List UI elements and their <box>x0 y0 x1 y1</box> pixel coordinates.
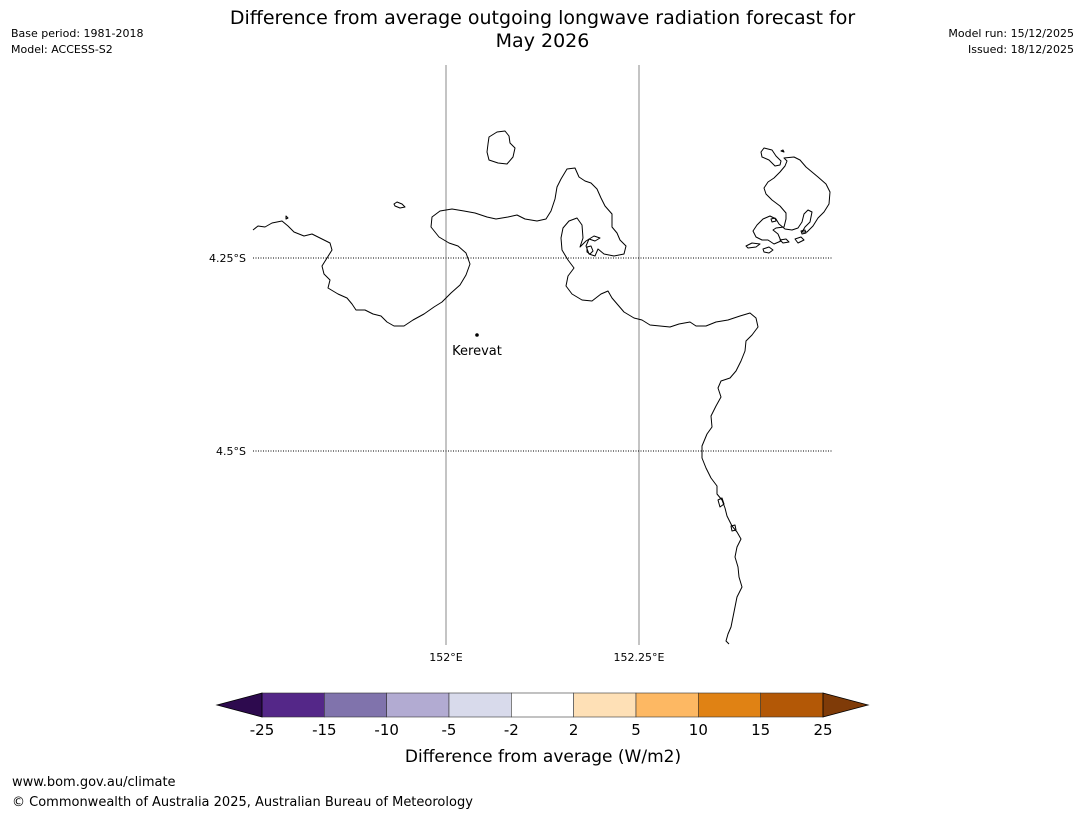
colorbar-bin <box>573 692 637 718</box>
lat-label-4-25: 4.25°S <box>209 252 246 265</box>
lat-label-4-5: 4.5°S <box>216 445 246 458</box>
colorbar-tick-label: -10 <box>374 721 399 739</box>
colorbar: -25 -15 -10 -5 -2 2 5 10 15 25 Difference from av… <box>215 692 870 767</box>
islet-east-3 <box>762 246 774 254</box>
issued-date: Issued: 18/12/2025 <box>967 43 1074 56</box>
lon-label-152-25: 152.25°E <box>614 651 665 664</box>
colorbar-tick-label: 10 <box>689 721 708 739</box>
colorbar-tick-label: 15 <box>751 721 770 739</box>
colorbar-tick-label: 25 <box>813 721 832 739</box>
islet-east-5 <box>794 236 805 244</box>
colorbar-tick-label: 5 <box>631 721 641 739</box>
footer-url: www.bom.gov.au/climate <box>12 775 176 790</box>
island-bay <box>586 245 594 255</box>
islet-far-west <box>285 215 289 220</box>
page-title: Difference from average outgoing longwav… <box>0 7 1085 53</box>
islet-east-7 <box>780 149 785 153</box>
islet-east-coast-1 <box>717 497 725 508</box>
colorbar-bins <box>261 692 824 718</box>
coastline <box>252 130 831 645</box>
colorbar-bin <box>511 692 574 718</box>
colorbar-label: Difference from average (W/m2) <box>405 747 681 767</box>
islet-east-coast-2 <box>730 524 737 532</box>
map-panel: 4.25°S 4.5°S 152°E 152.25°E Kerevat <box>209 65 832 664</box>
islet-east-6 <box>800 229 807 235</box>
colorbar-bin <box>261 692 325 718</box>
place-marker-dot <box>475 333 479 337</box>
island-east-main <box>752 156 831 245</box>
coastline-west <box>252 167 759 645</box>
islet-east-2 <box>745 242 761 249</box>
lon-label-152: 152°E <box>429 651 462 664</box>
colorbar-tick-label: -25 <box>250 721 275 739</box>
islet-east-4 <box>779 238 790 244</box>
colorbar-tick-label: -2 <box>504 721 519 739</box>
title-line-1: Difference from average outgoing longwav… <box>229 7 856 29</box>
place-label-kerevat: Kerevat <box>452 344 502 359</box>
model-name: Model: ACCESS-S2 <box>11 43 113 56</box>
model-run: Model run: 15/12/2025 <box>948 27 1074 40</box>
title-line-2: May 2026 <box>495 30 590 52</box>
footer-copyright: © Commonwealth of Australia 2025, Austra… <box>12 795 473 810</box>
island-north <box>486 130 516 165</box>
colorbar-bin <box>698 692 761 718</box>
base-period: Base period: 1981-2018 <box>11 27 144 40</box>
islet-east-1 <box>770 217 777 223</box>
header-meta-left: Base period: 1981-2018 Model: ACCESS-S2 <box>11 26 143 58</box>
colorbar-bin <box>448 692 512 718</box>
colorbar-tick-label: 2 <box>569 721 579 739</box>
colorbar-tick-label: -5 <box>442 721 457 739</box>
colorbar-bin <box>635 692 699 718</box>
colorbar-bin <box>324 692 387 718</box>
colorbar-ticks: -25 -15 -10 -5 -2 2 5 10 15 25 <box>250 721 833 739</box>
colorbar-bin <box>760 692 824 718</box>
islet-west <box>393 201 406 209</box>
colorbar-bin <box>386 692 450 718</box>
island-northeast <box>760 147 782 167</box>
colorbar-max-extension <box>822 692 870 718</box>
header-meta-right: Model run: 15/12/2025 Issued: 18/12/2025 <box>948 26 1074 58</box>
colorbar-min-extension <box>215 692 263 718</box>
colorbar-tick-label: -15 <box>312 721 337 739</box>
